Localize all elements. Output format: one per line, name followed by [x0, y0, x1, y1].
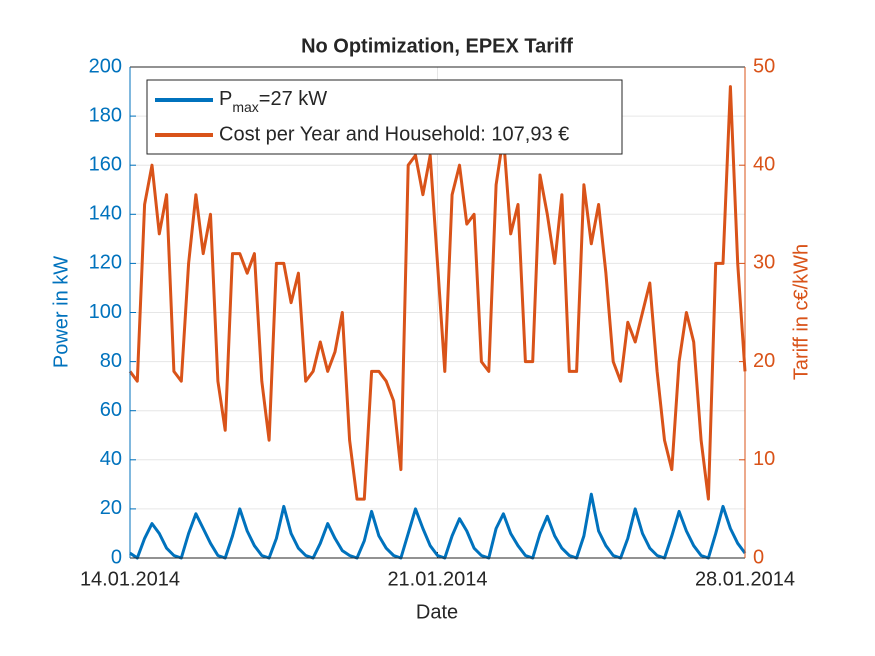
legend-label-base: P — [219, 88, 232, 110]
legend-box — [146, 79, 623, 155]
y-axis-label: Power in kW — [50, 256, 72, 368]
x-tick-label: 28.01.2014 — [695, 568, 795, 590]
legend-label-sub: max — [232, 99, 258, 115]
y2-tick-label: 40 — [753, 153, 775, 175]
y2-tick-label: 0 — [753, 546, 764, 568]
y-tick-label: 0 — [111, 546, 122, 568]
series-line — [129, 492, 747, 560]
y-tick-label: 20 — [100, 497, 122, 519]
x-tick-label: 21.01.2014 — [387, 568, 487, 590]
legend-label-rest: =27 kW — [259, 88, 327, 110]
y-tick-label: 200 — [89, 55, 122, 77]
y-tick-label: 180 — [89, 104, 122, 126]
y-tick-label: 160 — [89, 153, 122, 175]
x-tick-label: 14.01.2014 — [80, 568, 180, 590]
y2-tick-label: 30 — [753, 252, 775, 274]
y-tick-label: 40 — [100, 448, 122, 470]
chart-title: No Optimization, EPEX Tariff — [301, 35, 573, 57]
legend-label: Pmax=27 kW — [219, 88, 327, 114]
series-line — [128, 85, 747, 501]
y2-tick-label: 50 — [753, 55, 775, 77]
y-tick-label: 140 — [89, 203, 122, 225]
y2-tick-label: 10 — [753, 448, 775, 470]
y2-axis-label: Tariff in c€/kWh — [790, 244, 812, 380]
y2-tick-label: 20 — [753, 350, 775, 372]
y-tick-label: 100 — [89, 301, 122, 323]
legend-label: Cost per Year and Household: 107,93 € — [219, 123, 569, 145]
x-axis-label: Date — [416, 601, 458, 623]
y-tick-label: 60 — [100, 399, 122, 421]
y-tick-label: 80 — [100, 350, 122, 372]
y-tick-label: 120 — [89, 252, 122, 274]
